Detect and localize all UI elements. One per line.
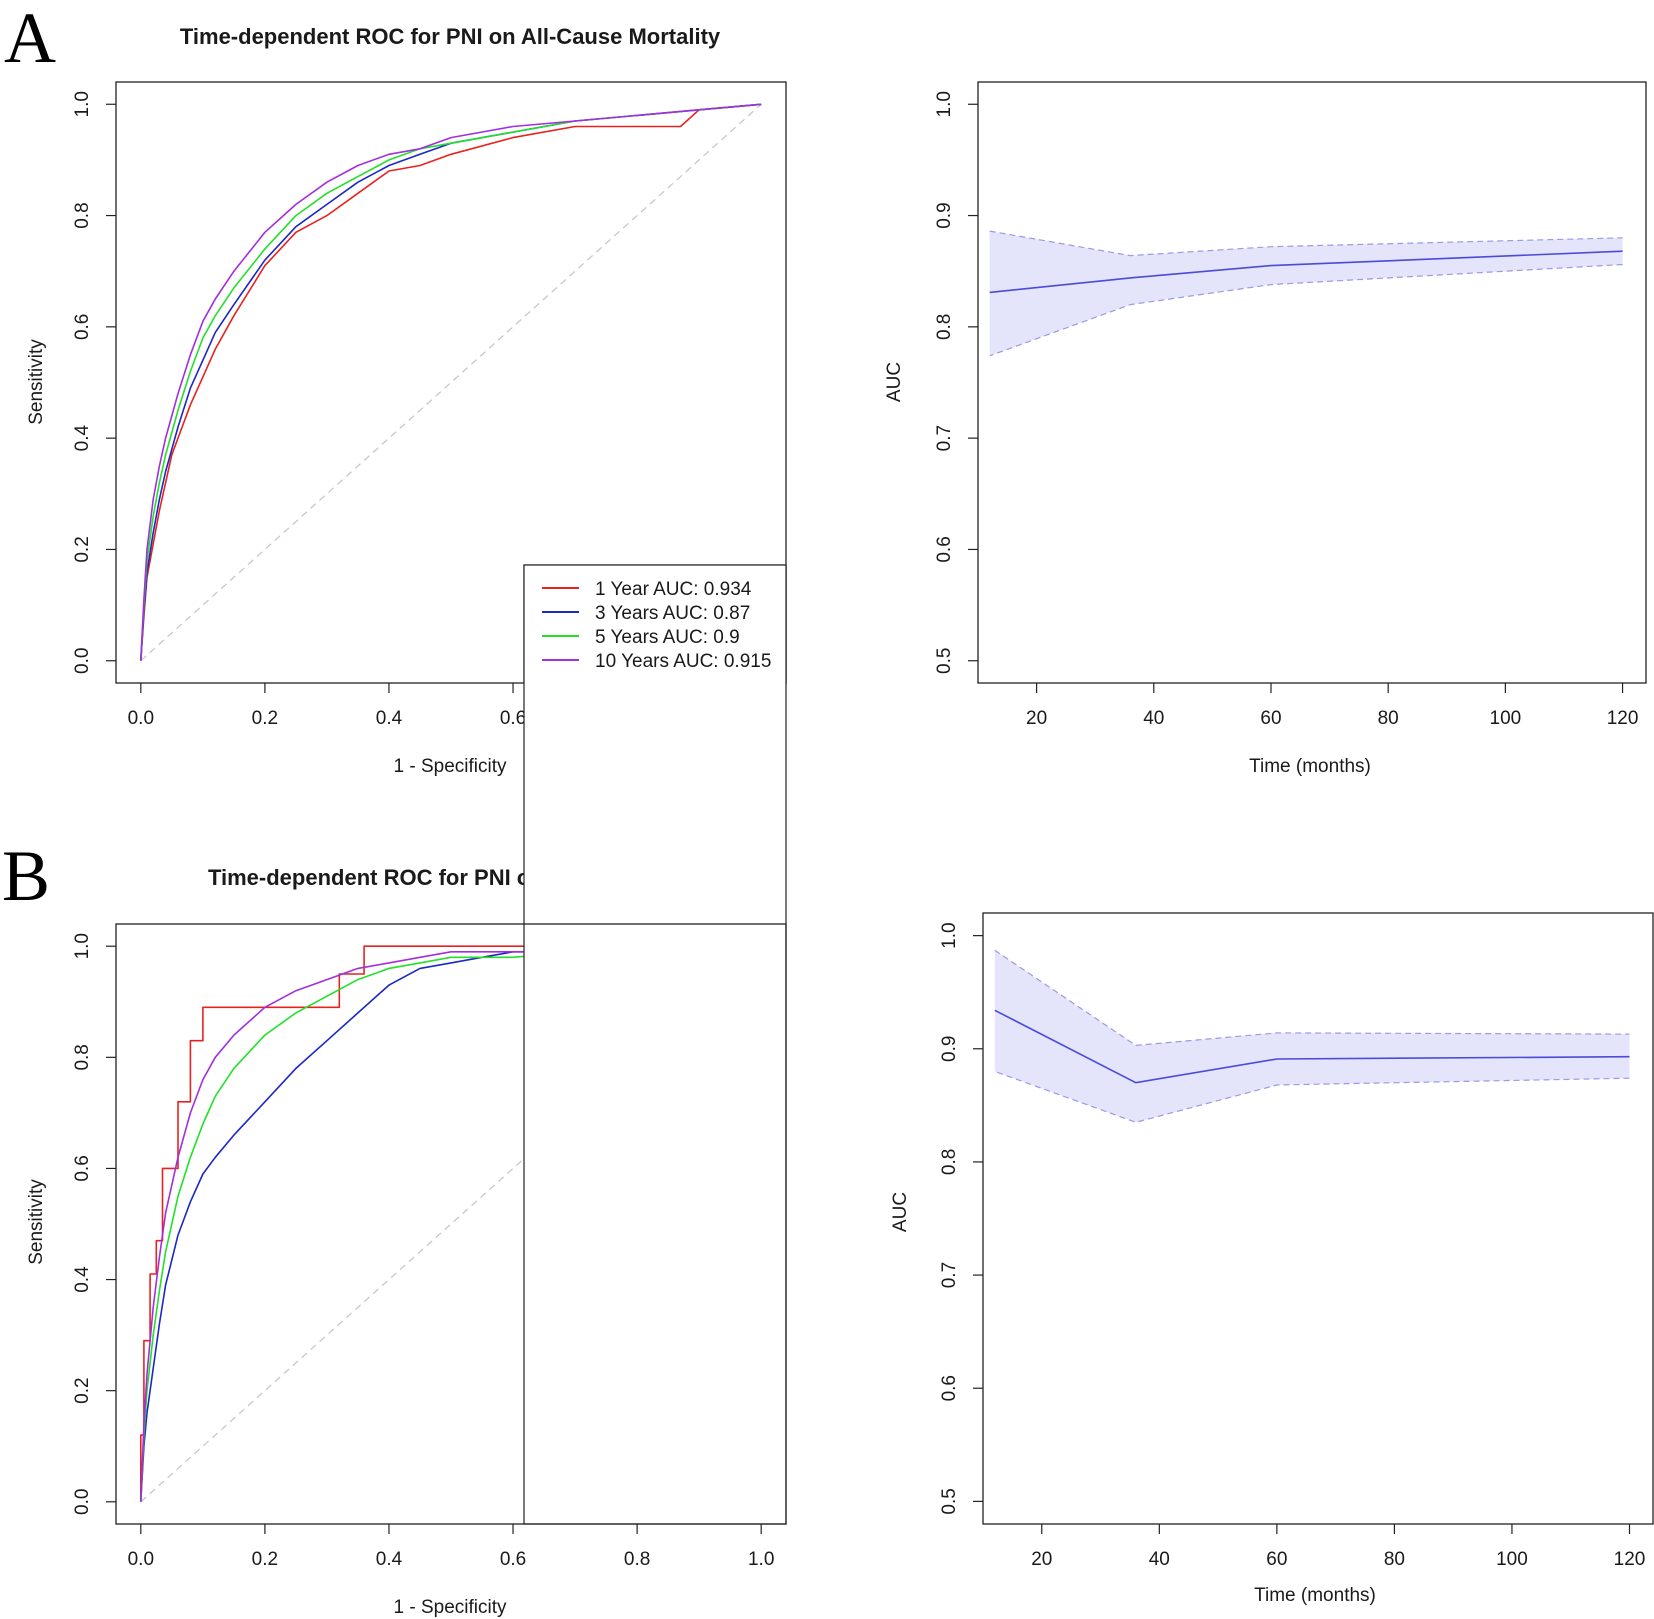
lower-ci-line xyxy=(994,1070,1630,1123)
auc-xlabel-a: Time (months) xyxy=(1249,756,1371,777)
x-tick-label: 0.2 xyxy=(252,1549,278,1570)
y-tick-label: 0.8 xyxy=(939,1149,960,1175)
x-tick-label: 0.2 xyxy=(252,708,278,729)
y-tick-label: 0.6 xyxy=(939,1375,960,1401)
panel-b: B Time-dependent ROC for PNI on CVD Mort… xyxy=(2,564,1654,1618)
x-tick-label: 100 xyxy=(1490,708,1522,729)
x-tick-label: 0.0 xyxy=(128,708,154,729)
plot-frame xyxy=(115,923,787,1525)
x-tick-label: 0.6 xyxy=(500,1549,526,1570)
confidence-band xyxy=(989,231,1623,356)
y-tick-label: 0.8 xyxy=(934,314,955,340)
y-tick-label: 0.4 xyxy=(72,1266,93,1293)
plot-frame xyxy=(977,81,1647,684)
legend-label-2: 3 Years AUC: 0.87 xyxy=(595,603,750,624)
lower-ci-line xyxy=(989,263,1623,357)
roc-xlabel-a: 1 - Specificity xyxy=(394,756,507,777)
legend-label-3: 5 Years AUC: 0.9 xyxy=(595,627,740,648)
x-tick-label: 40 xyxy=(1143,708,1164,729)
x-tick-label: 20 xyxy=(1026,708,1047,729)
y-tick-label: 1.0 xyxy=(72,933,93,959)
x-tick-label: 60 xyxy=(1260,708,1281,729)
plot-frame xyxy=(115,81,787,684)
y-tick-label: 0.5 xyxy=(939,1488,960,1514)
roc-curve-3 xyxy=(140,103,762,661)
x-tick-label: 0.4 xyxy=(376,708,403,729)
y-tick-label: 0.6 xyxy=(72,314,93,340)
y-tick-label: 0.6 xyxy=(72,1155,93,1181)
upper-ci-line xyxy=(989,230,1623,257)
auc-plot-cvd: 20 40 60 80 100 120 0.5 0.6 0.7 0.8 0.9 1.0 xyxy=(939,912,1654,1570)
roc-ylabel-a: Sensitivity xyxy=(26,339,47,425)
y-tick-label: 1.0 xyxy=(72,91,93,117)
y-tick-label: 0.8 xyxy=(72,202,93,228)
y-tick-label: 0.7 xyxy=(934,425,955,451)
x-tick-label: 100 xyxy=(1496,1549,1528,1570)
x-tick-label: 80 xyxy=(1378,708,1399,729)
x-tick-label: 0.0 xyxy=(128,1549,154,1570)
y-tick-label: 0.5 xyxy=(934,648,955,674)
y-tick-label: 0.7 xyxy=(939,1262,960,1288)
legend-box xyxy=(523,564,787,1525)
auc-ylabel-b: AUC xyxy=(890,1192,911,1232)
x-tick-label: 20 xyxy=(1031,1549,1052,1570)
auc-line xyxy=(989,250,1623,294)
y-tick-label: 0.9 xyxy=(934,202,955,228)
x-tick-label: 60 xyxy=(1266,1549,1287,1570)
reference-diagonal-line xyxy=(140,103,762,662)
y-tick-label: 0.8 xyxy=(72,1044,93,1070)
x-tick-label: 1.0 xyxy=(748,1549,774,1570)
auc-plot-all-cause: 20 40 60 80 100 120 0.5 0.6 0.7 0.8 0.9 1.0 xyxy=(934,81,1647,729)
roc-title-a: Time-dependent ROC for PNI on All-Cause … xyxy=(180,24,721,49)
panel-a: A Time-dependent ROC for PNI on All-Caus… xyxy=(4,0,1647,777)
roc-xlabel-b: 1 - Specificity xyxy=(394,1597,507,1618)
roc-ylabel-b: Sensitivity xyxy=(26,1179,47,1265)
auc-xlabel-b: Time (months) xyxy=(1254,1585,1376,1606)
panel-letter-a: A xyxy=(4,0,56,78)
plot-frame xyxy=(982,912,1654,1525)
y-tick-label: 1.0 xyxy=(939,922,960,948)
panel-letter-b: B xyxy=(2,836,50,916)
legend-label-1: 1 Year AUC: 0.934 xyxy=(595,579,752,600)
x-tick-label: 0.6 xyxy=(500,708,526,729)
x-tick-label: 0.8 xyxy=(624,1549,650,1570)
reference-diagonal-line xyxy=(140,945,762,1503)
y-tick-label: 0.9 xyxy=(939,1036,960,1062)
roc-curve-1 xyxy=(140,103,762,661)
x-tick-label: 80 xyxy=(1384,1549,1405,1570)
x-tick-label: 120 xyxy=(1607,708,1639,729)
y-tick-label: 0.0 xyxy=(72,1489,93,1515)
confidence-band xyxy=(994,950,1630,1123)
y-tick-label: 0.2 xyxy=(72,1377,93,1403)
roc-curve-1 xyxy=(140,945,762,1502)
x-tick-label: 0.4 xyxy=(376,1549,403,1570)
auc-line xyxy=(994,1009,1630,1084)
x-tick-label: 40 xyxy=(1149,1549,1170,1570)
auc-ylabel-a: AUC xyxy=(884,362,905,402)
roc-plot-cvd: 0.0 0.0 0.2 0.2 0.4 0.4 0.6 0.6 0.8 0.8 1.0 1.0 1 Ye… xyxy=(72,564,787,1570)
upper-ci-line xyxy=(994,949,1630,1047)
y-tick-label: 0.4 xyxy=(72,425,93,452)
y-tick-label: 0.0 xyxy=(72,648,93,674)
y-tick-label: 1.0 xyxy=(934,91,955,117)
x-tick-label: 120 xyxy=(1614,1549,1646,1570)
y-tick-label: 0.6 xyxy=(934,536,955,562)
roc-curve-4 xyxy=(140,103,762,661)
y-tick-label: 0.2 xyxy=(72,536,93,562)
legend-label-4: 10 Years AUC: 0.915 xyxy=(595,651,771,672)
